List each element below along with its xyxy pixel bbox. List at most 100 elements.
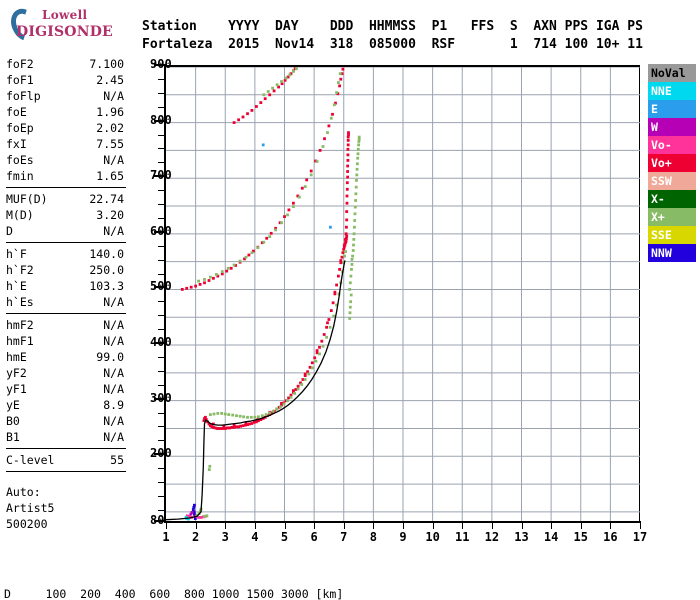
param-value: 99.0 [96,350,124,364]
param-value: 250.0 [89,263,124,277]
series-upper-trace-nne-point [261,143,332,229]
x-tick [284,522,286,529]
param-value: N/A [103,366,124,380]
x-tick [254,522,256,529]
legend-item-nnw[interactable]: NNW [648,244,696,262]
param-row-foep: foEp 2.02 [4,120,128,136]
param-row-fmin: fmin 1.65 [4,168,128,184]
y-tick [158,204,165,206]
param-row-hmf2: hmF2 N/A [4,317,128,333]
station-header-line1: Station YYYY DAY DDD HHMMSS P1 FFS S AXN… [142,19,643,34]
x-tick [610,522,612,529]
param-row-h-es: h`Es N/A [4,294,128,310]
param-value: 103.3 [89,279,124,293]
param-key: foF1 [6,73,34,87]
lowell-digisonde-logo: Lowell DIGISONDE [5,3,124,48]
autoscale-line-1: Artist5 [6,501,55,515]
param-row-hmf1: hmF1 N/A [4,333,128,349]
x-tick [491,522,493,529]
legend-item-w[interactable]: W [648,118,696,136]
param-value: N/A [103,89,124,103]
y-tick [158,440,165,442]
param-value: N/A [103,153,124,167]
autoscale-info-block: Auto: Artist5 500200 [6,484,54,532]
autoscale-line-0: Auto: [6,485,41,499]
legend-item-nne[interactable]: NNE [648,82,696,100]
series-vo-second-hop [180,67,345,291]
param-key: hmE [6,350,27,364]
x-tick [343,522,345,529]
legend-item-e[interactable]: E [648,100,696,118]
param-key: C-level [6,453,55,467]
param-value: 2.45 [96,73,124,87]
param-key: B1 [6,430,20,444]
legend-item-x-[interactable]: X+ [648,208,696,226]
param-row-h-e: h`E 103.3 [4,278,128,294]
y-tick-major [154,64,165,66]
param-key: M(D) [6,208,34,222]
x-tick [225,522,227,529]
x-tick [403,522,404,529]
y-tick [158,356,165,358]
legend-item-vo-[interactable]: Vo- [648,136,696,154]
y-tick-major [154,175,165,178]
x-tick [640,522,641,529]
legend-item-ssw[interactable]: SSW [648,172,696,190]
param-value: N/A [103,414,124,428]
legend-item-sse[interactable]: SSE [648,226,696,244]
param-key: fxI [6,137,27,151]
param-key: MUF(D) [6,192,48,206]
x-tick-label: 6 [310,530,318,544]
param-row-d: D N/A [4,223,128,239]
param-key: D [6,224,13,238]
param-key: h`F [6,247,27,261]
y-tick-major [154,119,165,122]
y-tick [158,162,165,164]
param-value: N/A [103,295,124,309]
footer-info: D 100 200 400 600 800 1000 1500 3000 [km… [4,557,636,600]
ionogram-canvas [166,67,640,523]
param-row-foe: foE 1.96 [4,104,128,120]
param-group-divider [6,242,126,243]
param-row-foes: foEs N/A [4,152,128,168]
polarization-legend: NoVal NNE E W Vo- Vo+ SSW X- X+ SSE NNW [648,64,696,262]
legend-item-noval[interactable]: NoVal [648,64,696,82]
param-row-fof2: foF2 7.100 [4,56,128,72]
x-tick-label: 1 [162,530,170,544]
param-value: 2.02 [96,121,124,135]
x-tick [166,522,167,529]
param-value: 22.74 [89,192,124,206]
x-tick-label: 5 [280,530,289,544]
y-tick [158,148,165,150]
y-tick [158,426,165,428]
x-tick [373,522,375,529]
ionogram-parameters-panel: foF2 7.100 foF1 2.45 foFlp N/A foE 1.96 foEp 2.02… [4,56,128,475]
x-tick [521,522,523,529]
y-axis-line [164,64,166,523]
y-tick [158,509,165,511]
param-row-muf-d-: MUF(D) 22.74 [4,191,128,207]
param-row-foflp: foFlp N/A [4,88,128,104]
x-tick-label: 10 [425,530,440,544]
param-row-b0: B0 N/A [4,413,128,429]
legend-item-x-[interactable]: X- [648,190,696,208]
param-key: foF2 [6,57,34,71]
y-tick-major [154,230,165,233]
y-tick [158,190,165,192]
x-tick-label: 17 [632,530,648,544]
x-tick [432,522,434,529]
y-tick-major [154,453,165,456]
param-key: B0 [6,414,20,428]
param-row-yf2: yF2 N/A [4,365,128,381]
param-value: 3.20 [96,208,124,222]
legend-item-vo-[interactable]: Vo+ [648,154,696,172]
series-x- [209,135,361,419]
param-group-divider [6,448,126,449]
ionogram-plot-area[interactable] [166,65,640,523]
y-tick [158,259,165,261]
autoscaled-profile-trace [166,260,346,521]
y-tick [158,384,165,386]
y-tick [158,217,165,219]
x-tick-label: 4 [251,530,259,544]
param-value: 1.65 [96,169,124,183]
